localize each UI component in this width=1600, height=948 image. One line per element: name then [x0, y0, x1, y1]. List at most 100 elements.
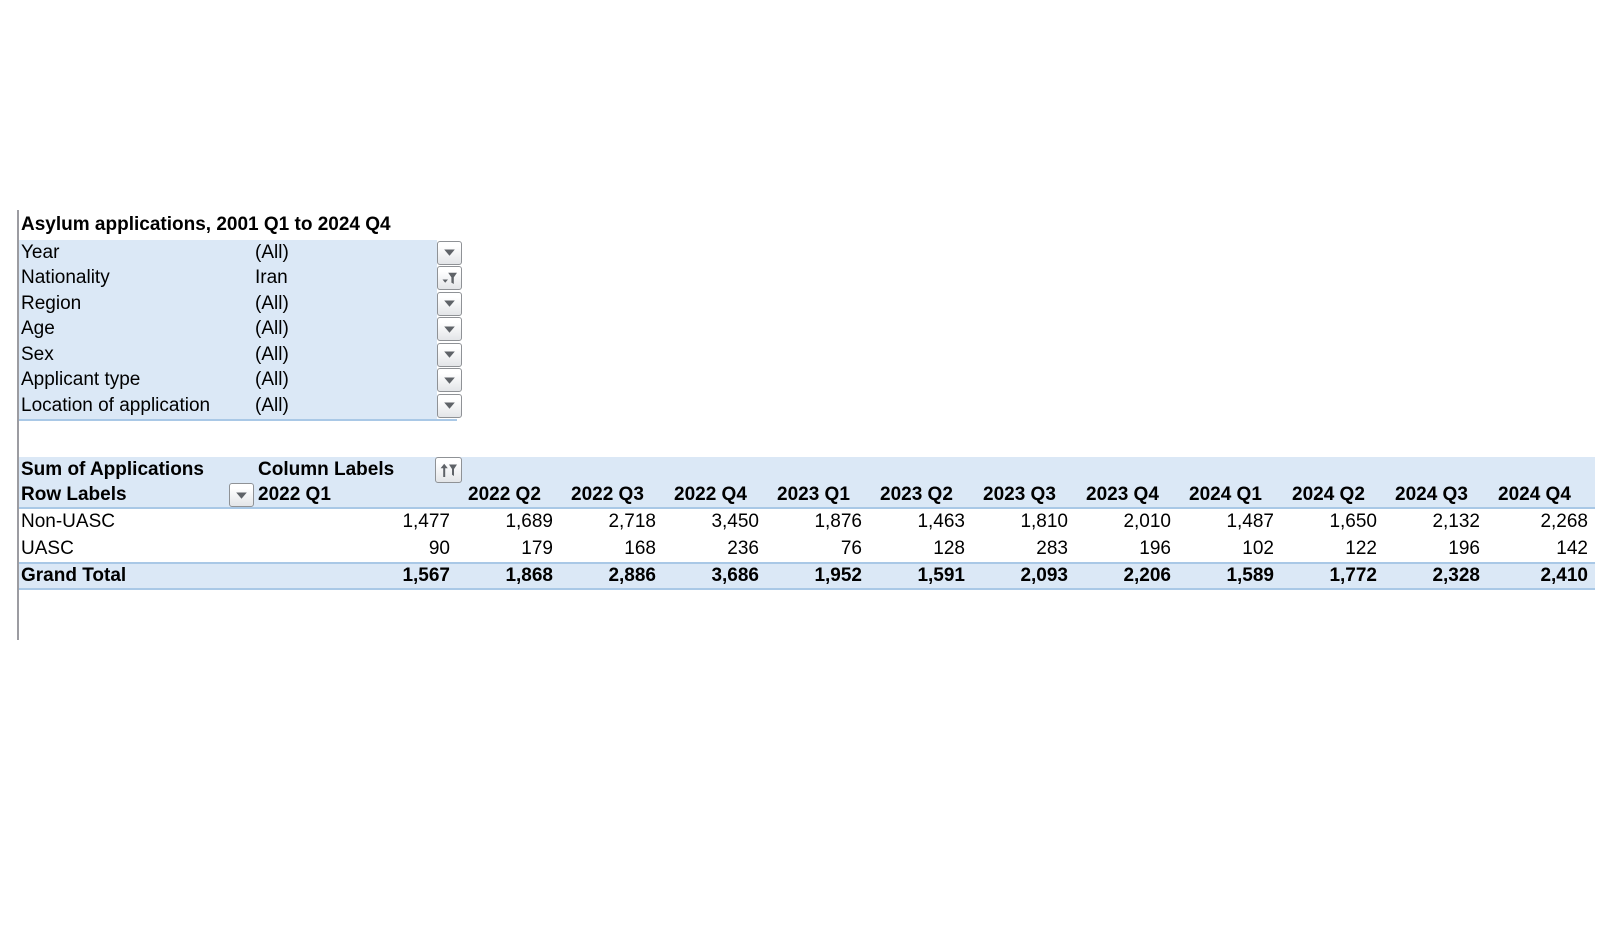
pivot-value-cell[interactable]: 1,591 — [917, 565, 965, 586]
pivot-value-cell[interactable]: 2,718 — [608, 511, 656, 533]
pivot-value-cell[interactable]: 142 — [1556, 537, 1588, 559]
filter-dropdown-button[interactable] — [437, 266, 462, 291]
column-header[interactable]: 2024 Q3 — [1395, 484, 1468, 505]
column-labels-label[interactable]: Column Labels — [258, 459, 395, 480]
row-labels-label: Row Labels — [21, 484, 127, 505]
pivot-value-cell[interactable]: 2,886 — [608, 565, 656, 586]
filter-field-label[interactable]: Region — [19, 291, 255, 317]
pivot-value-cell[interactable]: 2,328 — [1432, 565, 1480, 586]
pivot-value-cell[interactable]: 196 — [1448, 537, 1480, 559]
filter-field-label[interactable]: Applicant type — [19, 367, 255, 393]
filter-funnel-icon — [442, 272, 457, 285]
filter-value[interactable]: (All) — [255, 367, 437, 393]
filter-value[interactable]: Iran — [255, 265, 437, 291]
filter-dropdown-button[interactable] — [437, 342, 462, 367]
column-header[interactable]: 2024 Q2 — [1292, 484, 1365, 505]
pivot-value-cell[interactable]: 2,010 — [1123, 511, 1171, 533]
column-header[interactable]: 2022 Q3 — [571, 484, 644, 505]
column-header[interactable]: 2022 Q2 — [468, 484, 541, 505]
pivot-value-cell[interactable]: 1,589 — [1226, 565, 1274, 586]
pivot-value-cell[interactable]: 90 — [428, 537, 450, 559]
filter-dropdown-button[interactable] — [437, 317, 462, 342]
pivot-value-cell[interactable]: 2,132 — [1432, 511, 1480, 533]
filter-block-bottom-border — [19, 418, 457, 421]
filter-row: Nationality Iran — [19, 265, 462, 291]
column-header[interactable]: 2023 Q2 — [880, 484, 953, 505]
row-labels-cell: Row Labels — [19, 483, 255, 507]
pivot-value-cell[interactable]: 1,810 — [1020, 511, 1068, 533]
filter-dropdown-button[interactable] — [437, 291, 462, 316]
dropdown-arrow-icon — [443, 376, 456, 385]
pivot-value-cell[interactable]: 122 — [1345, 537, 1377, 559]
column-header[interactable]: 2023 Q4 — [1086, 484, 1159, 505]
pivot-data-row: UASC 90 179 168 236 76 128 283 196 102 122 196 142 — [19, 535, 1595, 562]
sort-filter-icon — [440, 463, 457, 478]
pivot-value-cell[interactable]: 1,772 — [1329, 565, 1377, 586]
pivot-value-cell[interactable]: 1,876 — [814, 511, 862, 533]
row-labels-dropdown-button[interactable] — [229, 483, 254, 507]
pivot-data-row: Non-UASC 1,477 1,689 2,718 3,450 1,876 1,463 1… — [19, 509, 1595, 536]
pivot-body: Non-UASC 1,477 1,689 2,718 3,450 1,876 1,463 1… — [19, 509, 1595, 562]
pivot-value-cell[interactable]: 236 — [727, 537, 759, 559]
filter-dropdown-button[interactable] — [437, 240, 462, 265]
filter-field-label[interactable]: Nationality — [19, 265, 255, 291]
pivot-value-cell[interactable]: 2,093 — [1020, 565, 1068, 586]
column-header[interactable]: 2022 Q1 — [258, 484, 331, 505]
page-title: Asylum applications, 2001 Q1 to 2024 Q4 — [21, 214, 391, 235]
column-header[interactable]: 2024 Q1 — [1189, 484, 1262, 505]
pivot-value-cell[interactable]: 3,686 — [711, 565, 759, 586]
filter-dropdown-button[interactable] — [437, 393, 462, 418]
filter-dropdown-button[interactable] — [437, 368, 462, 393]
pivot-value-cell[interactable]: 128 — [933, 537, 965, 559]
filter-value[interactable]: (All) — [255, 291, 437, 317]
filter-field-label[interactable]: Sex — [19, 342, 255, 368]
pivot-value-cell[interactable]: 1,463 — [917, 511, 965, 533]
pivot-table: Sum of Applications Column Labels Row La… — [19, 457, 1595, 590]
filter-field-label[interactable]: Age — [19, 316, 255, 342]
pivot-value-cell[interactable]: 3,450 — [711, 511, 759, 533]
pivot-value-cell[interactable]: 1,477 — [402, 511, 450, 533]
filter-value[interactable]: (All) — [255, 342, 437, 368]
row-label[interactable]: Grand Total — [21, 565, 127, 586]
pivot-value-cell[interactable]: 1,487 — [1226, 511, 1274, 533]
dropdown-arrow-icon — [443, 325, 456, 334]
column-header[interactable]: 2022 Q4 — [674, 484, 747, 505]
filter-value[interactable]: (All) — [255, 316, 437, 342]
grand-total-row: Grand Total 1,567 1,868 2,886 3,686 1,952 1,5… — [19, 562, 1595, 590]
dropdown-arrow-icon — [443, 299, 456, 308]
pivot-value-cell[interactable]: 168 — [624, 537, 656, 559]
pivot-value-cell[interactable]: 179 — [521, 537, 553, 559]
pivot-measure-row: Sum of Applications Column Labels — [19, 457, 1595, 483]
dropdown-arrow-icon — [443, 350, 456, 359]
pivot-value-cell[interactable]: 1,689 — [505, 511, 553, 533]
measure-label[interactable]: Sum of Applications — [21, 459, 204, 480]
pivot-header-row: Row Labels 2022 Q1 2022 Q2 2022 Q3 2022 Q4 2… — [19, 483, 1595, 509]
row-label[interactable]: UASC — [21, 537, 74, 559]
pivot-value-cell[interactable]: 2,410 — [1540, 565, 1588, 586]
column-header[interactable]: 2024 Q4 — [1498, 484, 1571, 505]
pivot-value-cell[interactable]: 102 — [1242, 537, 1274, 559]
pivot-value-cell[interactable]: 1,952 — [814, 565, 862, 586]
filter-field-label[interactable]: Year — [19, 240, 255, 266]
pivot-value-cell[interactable]: 1,650 — [1329, 511, 1377, 533]
filter-value[interactable]: (All) — [255, 240, 437, 266]
pivot-value-cell[interactable]: 2,206 — [1123, 565, 1171, 586]
filter-row: Sex (All) — [19, 342, 462, 368]
column-header[interactable]: 2023 Q1 — [777, 484, 850, 505]
pivot-value-cell[interactable]: 2,268 — [1540, 511, 1588, 533]
column-labels-filter-button[interactable] — [435, 457, 462, 483]
column-gridline — [17, 210, 19, 640]
pivot-value-cell[interactable]: 1,567 — [402, 565, 450, 586]
pivot-filter-block: Asylum applications, 2001 Q1 to 2024 Q4 … — [19, 210, 462, 421]
filter-value[interactable]: (All) — [255, 393, 437, 419]
pivot-value-cell[interactable]: 196 — [1139, 537, 1171, 559]
filter-field-label[interactable]: Location of application — [19, 393, 255, 419]
filter-row: Age (All) — [19, 316, 462, 342]
column-header[interactable]: 2023 Q3 — [983, 484, 1056, 505]
row-label[interactable]: Non-UASC — [21, 511, 115, 533]
pivot-value-cell[interactable]: 76 — [840, 537, 862, 559]
pivot-value-cell[interactable]: 1,868 — [505, 565, 553, 586]
pivot-value-cell[interactable]: 283 — [1036, 537, 1068, 559]
filter-row: Location of application (All) — [19, 393, 462, 419]
